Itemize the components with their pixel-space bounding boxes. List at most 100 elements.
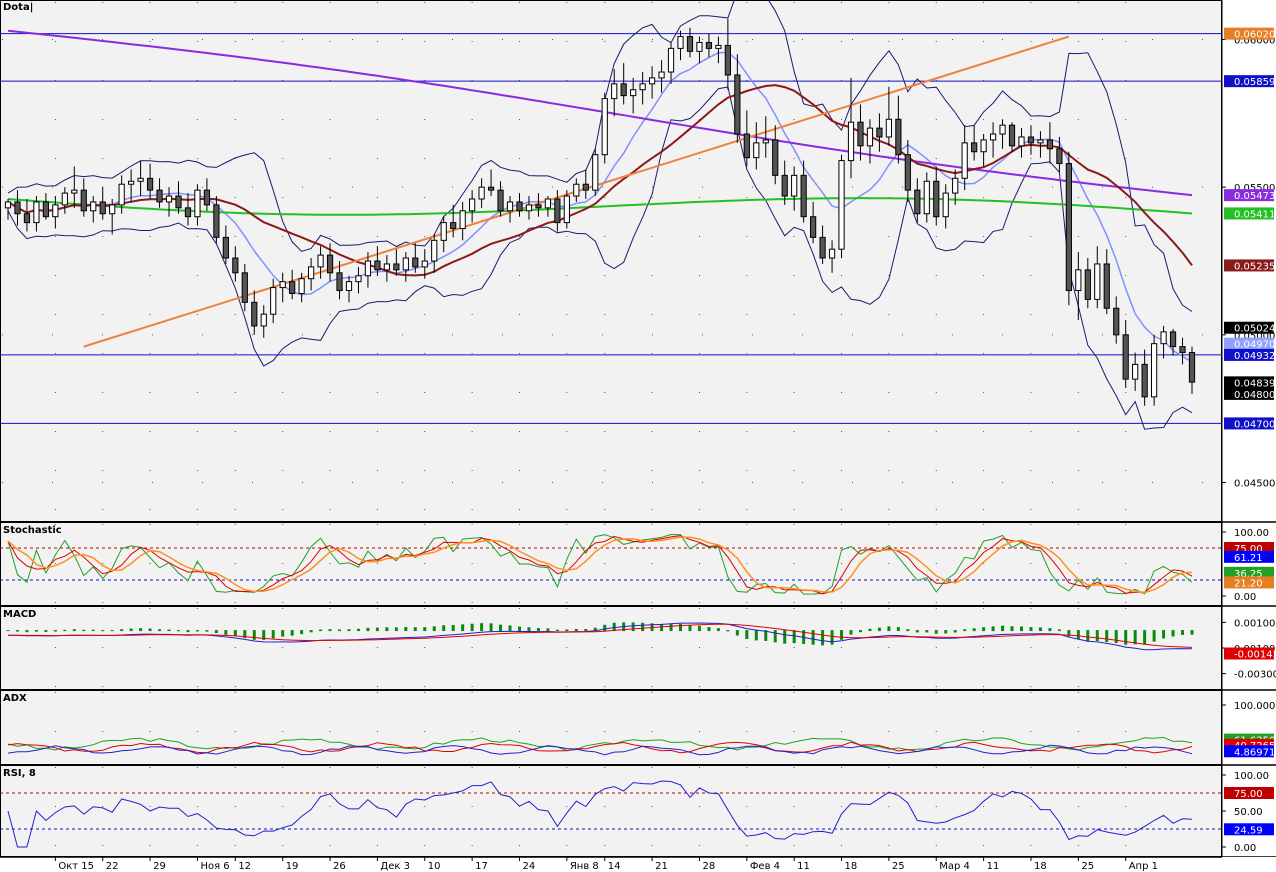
- candle: [1188, 346, 1196, 394]
- candle: [611, 69, 618, 117]
- ind-tick: -0.00300: [1234, 670, 1276, 681]
- y-tick: 0.04500: [1234, 478, 1275, 489]
- candle: [1056, 136, 1063, 173]
- candle: [184, 193, 192, 226]
- ind-tick: 100.00: [1234, 528, 1269, 539]
- y-tick: 0.06000: [1234, 36, 1275, 47]
- candle: [450, 204, 457, 238]
- ind-tick: 100.00: [1234, 771, 1269, 782]
- candle: [847, 77, 855, 179]
- indicator-plots: Stochastic MACD ADX RSI, 8: [0, 525, 1222, 848]
- candle: [753, 122, 760, 170]
- x-tick-label: 14: [608, 861, 621, 872]
- price-label: 0.04839: [1234, 378, 1275, 389]
- ind-label-bg: [1224, 823, 1274, 836]
- candle: [421, 249, 428, 279]
- candle: [1046, 122, 1054, 164]
- ind-tick: 0.00: [1234, 592, 1256, 603]
- ind-tick: 50.00: [1234, 807, 1263, 818]
- candle: [601, 92, 608, 164]
- x-tick-label: 25: [892, 861, 905, 872]
- price-label-bg: [1224, 321, 1274, 334]
- main-price-plot[interactable]: Dota|: [0, 0, 1222, 430]
- candle: [251, 290, 258, 335]
- ind-label: 75.00: [1234, 544, 1263, 555]
- candle: [876, 113, 883, 152]
- panel-title-2: MACD: [3, 609, 36, 620]
- y-tick: 0.05000: [1234, 331, 1275, 342]
- candle: [800, 160, 807, 223]
- candle: [781, 160, 788, 205]
- panel-bg-4: [0, 765, 1222, 857]
- candle: [232, 246, 239, 282]
- price-label-bg: [1224, 337, 1274, 350]
- x-tick-label: 22: [106, 861, 119, 872]
- panel-bg-0: [0, 0, 1222, 522]
- candle: [658, 60, 665, 93]
- candle: [819, 225, 826, 264]
- candle: [762, 116, 769, 158]
- rsi-line: [7, 780, 1193, 848]
- price-label-bg: [1224, 376, 1274, 389]
- x-tick-label: 11: [987, 861, 1000, 872]
- candle: [440, 216, 447, 253]
- candle: [260, 305, 267, 338]
- bollinger-upper: [7, 0, 1193, 312]
- candle: [222, 225, 229, 264]
- panel-title-4: RSI, 8: [3, 768, 36, 779]
- price-label: 0.05473: [1234, 191, 1275, 202]
- candle: [241, 263, 248, 312]
- candle: [516, 193, 523, 217]
- candle: [393, 249, 400, 276]
- candle: [99, 187, 106, 220]
- x-tick-label: Апр 1: [1129, 861, 1158, 872]
- candle: [279, 272, 286, 303]
- x-axis-corner: [1222, 857, 1276, 872]
- candle: [1169, 328, 1177, 356]
- x-tick-label: 24: [522, 861, 535, 872]
- ind-tick: 0.00100: [1234, 618, 1275, 629]
- candle: [345, 275, 353, 303]
- candle: [1018, 128, 1025, 158]
- ind-label: 21.20: [1234, 578, 1263, 589]
- x-tick-label: 25: [1081, 861, 1094, 872]
- y-tick: 0.05500: [1234, 183, 1275, 194]
- price-label: 0.04700: [1234, 419, 1275, 430]
- price-label-bg: [1224, 259, 1274, 272]
- candle: [828, 240, 836, 273]
- ind-label-bg: [1224, 745, 1274, 758]
- x-tick-label: Окт 15: [58, 861, 94, 872]
- ma-purple: [7, 29, 1193, 197]
- candle: [1065, 151, 1072, 306]
- candle: [1113, 296, 1120, 344]
- candle: [364, 252, 372, 288]
- x-tick-label: Янв 8: [570, 861, 599, 872]
- x-tick-label: 21: [655, 861, 668, 872]
- candle: [933, 166, 940, 226]
- stoch-slow: [7, 536, 1193, 594]
- bollinger-lower: [7, 86, 1193, 430]
- price-label: 0.04800: [1234, 390, 1275, 401]
- candle: [525, 196, 533, 220]
- candle: [573, 178, 580, 202]
- macd-signal: [8, 623, 1193, 648]
- price-label-bg: [1224, 348, 1274, 361]
- price-label: 0.05024: [1234, 324, 1275, 335]
- candle: [667, 42, 675, 84]
- x-tick-label: 10: [428, 861, 441, 872]
- candle: [4, 198, 12, 220]
- price-label: 0.04932: [1234, 351, 1275, 362]
- candle: [156, 178, 163, 208]
- price-label-bg: [1224, 387, 1274, 400]
- x-tick-label: Ноя 6: [200, 861, 229, 872]
- candle: [1075, 252, 1082, 321]
- candle: [961, 125, 968, 191]
- candle: [298, 272, 305, 303]
- candle: [914, 178, 921, 223]
- candle: [203, 178, 211, 211]
- candle: [630, 77, 637, 114]
- candle: [885, 86, 893, 146]
- candle: [592, 148, 599, 197]
- candle: [270, 278, 277, 324]
- ind-label-bg: [1224, 550, 1274, 563]
